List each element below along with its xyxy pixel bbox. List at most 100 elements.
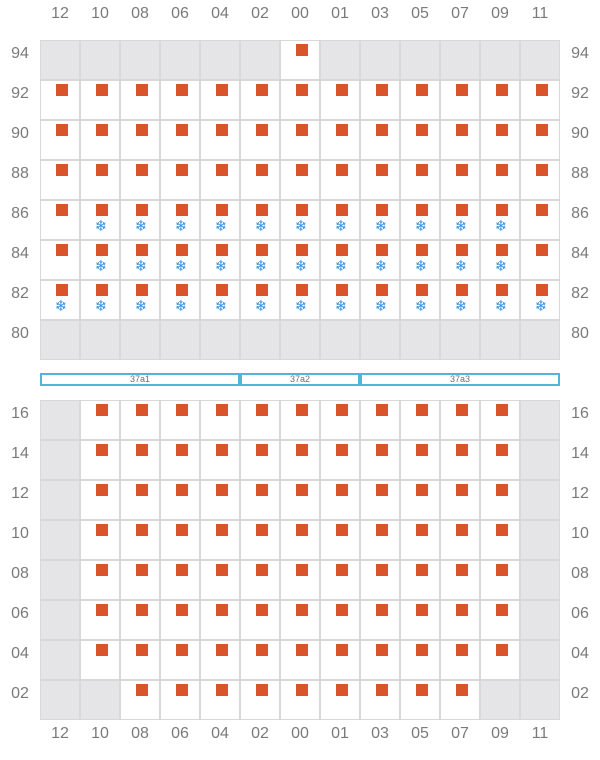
upper_block-cell-94-04[interactable]	[200, 40, 240, 80]
lower_block-cell-16-08[interactable]	[120, 400, 160, 440]
upper_block-cell-84-06[interactable]: ❄	[160, 240, 200, 280]
upper_block-cell-90-12[interactable]	[40, 120, 80, 160]
upper_block-cell-94-00[interactable]	[280, 40, 320, 80]
lower_block-cell-08-09[interactable]	[480, 560, 520, 600]
lower_block-cell-08-11[interactable]	[520, 560, 560, 600]
lower_block-cell-14-07[interactable]	[440, 440, 480, 480]
lower_block-cell-12-02[interactable]	[240, 480, 280, 520]
lower_block-cell-12-04[interactable]	[200, 480, 240, 520]
lower_block-cell-14-04[interactable]	[200, 440, 240, 480]
lower_block-cell-04-00[interactable]	[280, 640, 320, 680]
lower_block-cell-14-02[interactable]	[240, 440, 280, 480]
lower_block-cell-06-03[interactable]	[360, 600, 400, 640]
lower_block-cell-08-03[interactable]	[360, 560, 400, 600]
upper_block-cell-94-12[interactable]	[40, 40, 80, 80]
upper_block-cell-86-12[interactable]	[40, 200, 80, 240]
lower_block-cell-02-06[interactable]	[160, 680, 200, 720]
upper_block-cell-86-01[interactable]: ❄	[320, 200, 360, 240]
lower_block-cell-10-00[interactable]	[280, 520, 320, 560]
lower_block-cell-02-10[interactable]	[80, 680, 120, 720]
upper_block-cell-84-05[interactable]: ❄	[400, 240, 440, 280]
lower_block-cell-02-09[interactable]	[480, 680, 520, 720]
lower_block-cell-06-08[interactable]	[120, 600, 160, 640]
lower_block-cell-08-12[interactable]	[40, 560, 80, 600]
upper_block-cell-90-00[interactable]	[280, 120, 320, 160]
upper_block-cell-90-06[interactable]	[160, 120, 200, 160]
upper_block-cell-92-00[interactable]	[280, 80, 320, 120]
upper_block-cell-94-01[interactable]	[320, 40, 360, 80]
lower_block-cell-04-04[interactable]	[200, 640, 240, 680]
lower_block-cell-12-12[interactable]	[40, 480, 80, 520]
lower_block-cell-10-08[interactable]	[120, 520, 160, 560]
upper_block-cell-90-08[interactable]	[120, 120, 160, 160]
lower_block-cell-06-05[interactable]	[400, 600, 440, 640]
lower_block-cell-10-02[interactable]	[240, 520, 280, 560]
upper_block-cell-94-06[interactable]	[160, 40, 200, 80]
lower_block-cell-08-04[interactable]	[200, 560, 240, 600]
upper_block-cell-88-02[interactable]	[240, 160, 280, 200]
lower_block-cell-14-06[interactable]	[160, 440, 200, 480]
upper_block-cell-80-11[interactable]	[520, 320, 560, 360]
lower_block-cell-14-08[interactable]	[120, 440, 160, 480]
lower_block-cell-14-03[interactable]	[360, 440, 400, 480]
upper_block-cell-82-12[interactable]: ❄	[40, 280, 80, 320]
lower_block-cell-08-07[interactable]	[440, 560, 480, 600]
lower_block-cell-14-10[interactable]	[80, 440, 120, 480]
upper_block-cell-82-10[interactable]: ❄	[80, 280, 120, 320]
lower_block-cell-12-06[interactable]	[160, 480, 200, 520]
upper_block-cell-82-00[interactable]: ❄	[280, 280, 320, 320]
upper_block-cell-92-01[interactable]	[320, 80, 360, 120]
lower_block-cell-04-02[interactable]	[240, 640, 280, 680]
lower_block-cell-12-03[interactable]	[360, 480, 400, 520]
upper_block-cell-80-12[interactable]	[40, 320, 80, 360]
lower_block-cell-12-11[interactable]	[520, 480, 560, 520]
lower_block-cell-08-00[interactable]	[280, 560, 320, 600]
lower_block-cell-06-10[interactable]	[80, 600, 120, 640]
upper_block-cell-88-01[interactable]	[320, 160, 360, 200]
lower_block-cell-14-05[interactable]	[400, 440, 440, 480]
upper_block-cell-82-11[interactable]: ❄	[520, 280, 560, 320]
upper_block-cell-90-01[interactable]	[320, 120, 360, 160]
upper_block-cell-84-12[interactable]	[40, 240, 80, 280]
lower_block-cell-12-09[interactable]	[480, 480, 520, 520]
lower_block-cell-16-05[interactable]	[400, 400, 440, 440]
upper_block-cell-94-03[interactable]	[360, 40, 400, 80]
upper_block-cell-88-10[interactable]	[80, 160, 120, 200]
lower_block-cell-06-07[interactable]	[440, 600, 480, 640]
lower_block-cell-02-01[interactable]	[320, 680, 360, 720]
upper_block-cell-80-05[interactable]	[400, 320, 440, 360]
lower_block-cell-16-04[interactable]	[200, 400, 240, 440]
upper_block-cell-88-05[interactable]	[400, 160, 440, 200]
upper_block-cell-84-07[interactable]: ❄	[440, 240, 480, 280]
upper_block-cell-86-07[interactable]: ❄	[440, 200, 480, 240]
upper_block-cell-80-03[interactable]	[360, 320, 400, 360]
upper_block-cell-94-05[interactable]	[400, 40, 440, 80]
upper_block-cell-86-08[interactable]: ❄	[120, 200, 160, 240]
upper_block-cell-82-02[interactable]: ❄	[240, 280, 280, 320]
upper_block-cell-82-09[interactable]: ❄	[480, 280, 520, 320]
upper_block-cell-88-09[interactable]	[480, 160, 520, 200]
upper_block-cell-86-10[interactable]: ❄	[80, 200, 120, 240]
upper_block-cell-82-07[interactable]: ❄	[440, 280, 480, 320]
upper_block-cell-90-03[interactable]	[360, 120, 400, 160]
upper_block-cell-92-07[interactable]	[440, 80, 480, 120]
upper_block-cell-86-02[interactable]: ❄	[240, 200, 280, 240]
lower_block-cell-08-02[interactable]	[240, 560, 280, 600]
upper_block-cell-88-11[interactable]	[520, 160, 560, 200]
upper_block-cell-82-01[interactable]: ❄	[320, 280, 360, 320]
upper_block-cell-86-06[interactable]: ❄	[160, 200, 200, 240]
upper_block-cell-80-09[interactable]	[480, 320, 520, 360]
lower_block-cell-12-10[interactable]	[80, 480, 120, 520]
lower_block-cell-12-00[interactable]	[280, 480, 320, 520]
lower_block-cell-16-00[interactable]	[280, 400, 320, 440]
lower_block-cell-14-11[interactable]	[520, 440, 560, 480]
lower_block-cell-16-03[interactable]	[360, 400, 400, 440]
lower_block-cell-12-05[interactable]	[400, 480, 440, 520]
upper_block-cell-90-11[interactable]	[520, 120, 560, 160]
upper_block-cell-80-06[interactable]	[160, 320, 200, 360]
upper_block-cell-86-11[interactable]	[520, 200, 560, 240]
upper_block-cell-92-12[interactable]	[40, 80, 80, 120]
upper_block-cell-82-04[interactable]: ❄	[200, 280, 240, 320]
upper_block-cell-82-05[interactable]: ❄	[400, 280, 440, 320]
lower_block-cell-06-01[interactable]	[320, 600, 360, 640]
